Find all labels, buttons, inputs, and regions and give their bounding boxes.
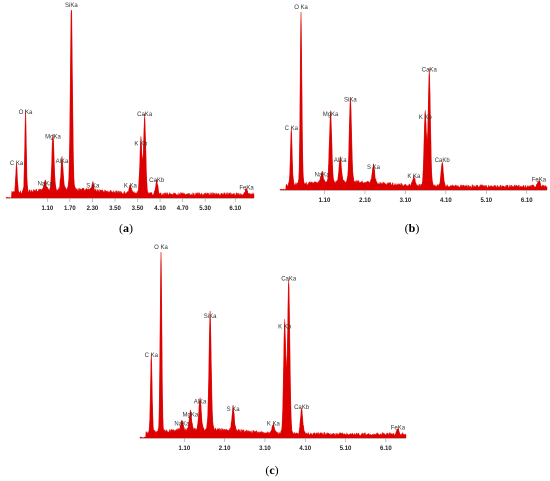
peak-label: CaKb bbox=[294, 405, 310, 411]
x-tick-label: 2.10 bbox=[359, 198, 371, 204]
peak-label: SiKa bbox=[65, 3, 78, 9]
peak-label: AlKa bbox=[334, 158, 347, 164]
spectrum-area bbox=[279, 11, 548, 191]
spectrum-panel-a: 1.10 1.70 2.30 3.50 3.50 4.10 4.70 5.30 6.10 C Ka… bbox=[5, 3, 255, 235]
x-tick-label: 3.50 bbox=[132, 206, 144, 212]
peak-label: NaKa bbox=[315, 172, 331, 178]
x-tick-label: 3.10 bbox=[400, 198, 412, 204]
x-tick-label: 6.10 bbox=[380, 446, 392, 452]
x-tick-label: 1.10 bbox=[41, 206, 53, 212]
x-tick-label: 6.10 bbox=[229, 206, 241, 212]
peak-label: FeKa bbox=[239, 185, 254, 191]
x-tick-label: 1.10 bbox=[319, 198, 331, 204]
peak-label: K Kb bbox=[278, 325, 292, 331]
peak-label: FeKa bbox=[391, 425, 406, 431]
peak-label: NaKa bbox=[38, 182, 54, 188]
spectrum-area bbox=[5, 9, 255, 199]
peak-label: NaKa bbox=[174, 422, 190, 428]
x-tick-label: 6.10 bbox=[521, 198, 533, 204]
x-tick-label: 4.10 bbox=[154, 206, 166, 212]
peak-label: SiKa bbox=[204, 314, 217, 320]
peak-label: MgKa bbox=[45, 135, 61, 141]
peak-label: AlKa bbox=[194, 399, 207, 405]
x-tick-label: 5.10 bbox=[480, 198, 492, 204]
x-tick-label: 5.30 bbox=[199, 206, 211, 212]
x-tick-label: 1.70 bbox=[64, 206, 76, 212]
spectrum-panel-c: 1.10 2.10 3.10 4.10 5.10 6.10 C Ka O Ka NaKa MgKa… bbox=[139, 245, 407, 477]
peak-label: K Ka bbox=[267, 422, 281, 428]
x-tick-label: 3.10 bbox=[259, 446, 271, 452]
peak-label: K Kb bbox=[134, 142, 148, 148]
panel-caption: (b) bbox=[405, 221, 420, 235]
peak-label: SiKa bbox=[344, 98, 357, 104]
panel-caption: (a) bbox=[119, 221, 133, 235]
peak-label: C Ka bbox=[10, 161, 24, 167]
x-tick-label: 4.10 bbox=[299, 446, 311, 452]
peak-label: S Ka bbox=[86, 183, 100, 189]
peak-label: K Ka bbox=[124, 183, 138, 189]
peak-label: CaKb bbox=[149, 178, 165, 184]
x-tick-label: 4.70 bbox=[177, 206, 189, 212]
spectrum-panel-b: 1.10 2.10 3.10 4.10 5.10 6.10 C Ka O Ka NaKa MgKa… bbox=[279, 5, 548, 235]
x-tick-label: 2.10 bbox=[219, 446, 231, 452]
peak-label: MgKa bbox=[183, 412, 199, 418]
x-tick-label: 3.50 bbox=[109, 206, 121, 212]
peak-label: O Ka bbox=[294, 5, 308, 11]
peak-label: CaKa bbox=[281, 277, 297, 283]
peak-label: K Ka bbox=[407, 174, 421, 180]
peak-label: S Ka bbox=[227, 407, 241, 413]
peak-label: CaKb bbox=[435, 158, 451, 164]
peak-label: C Ka bbox=[285, 126, 299, 132]
peak-label: FeKa bbox=[532, 178, 547, 184]
x-tick-label: 2.30 bbox=[87, 206, 99, 212]
x-tick-label: 5.10 bbox=[340, 446, 352, 452]
peak-label: O Ka bbox=[19, 110, 33, 116]
peak-label: O Ka bbox=[154, 245, 168, 251]
x-tick-label: 1.10 bbox=[178, 446, 190, 452]
panel-caption: (c) bbox=[265, 463, 278, 477]
peak-label: C Ka bbox=[145, 353, 159, 359]
peak-label: AlKa bbox=[56, 159, 69, 165]
peak-label: MgKa bbox=[323, 112, 339, 118]
peak-label: K Kb bbox=[419, 115, 433, 121]
x-tick-label: 4.10 bbox=[440, 198, 452, 204]
peak-label: S Ka bbox=[367, 165, 381, 171]
peak-label: CaKa bbox=[422, 67, 438, 73]
spectrum-area bbox=[139, 251, 407, 439]
peak-label: CaKa bbox=[137, 112, 153, 118]
